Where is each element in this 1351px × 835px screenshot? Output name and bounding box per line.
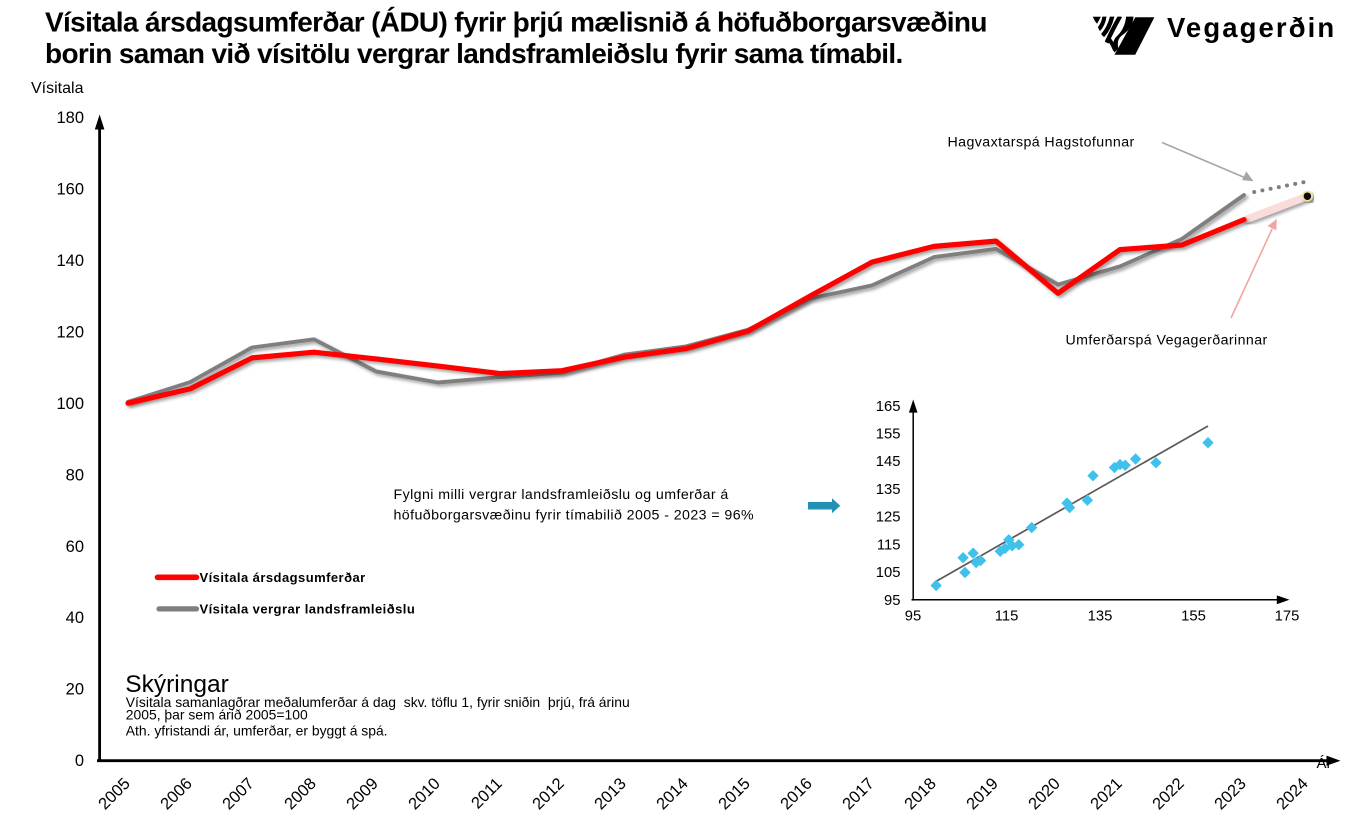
- svg-text:105: 105: [876, 565, 901, 581]
- svg-text:Vísitala ársdagsumferðar: Vísitala ársdagsumferðar: [200, 570, 366, 585]
- svg-text:120: 120: [56, 324, 84, 342]
- svg-text:160: 160: [56, 181, 84, 199]
- svg-text:155: 155: [876, 427, 901, 443]
- svg-text:Skýringar: Skýringar: [125, 671, 228, 698]
- svg-text:60: 60: [66, 538, 84, 556]
- svg-text:135: 135: [876, 482, 901, 498]
- svg-text:Ath. yfristandi ár, umferðar,: Ath. yfristandi ár, umferðar, er byggt á…: [126, 723, 388, 739]
- svg-text:Vísitala: Vísitala: [31, 80, 84, 97]
- svg-text:Vísitala ársdagsumferðar (ÁDU): Vísitala ársdagsumferðar (ÁDU) fyrir þrj…: [45, 7, 987, 38]
- svg-text:80: 80: [66, 466, 84, 484]
- svg-text:155: 155: [1181, 609, 1206, 625]
- svg-text:20: 20: [66, 681, 84, 699]
- svg-text:125: 125: [876, 510, 901, 526]
- svg-text:180: 180: [56, 109, 84, 127]
- svg-text:145: 145: [876, 454, 901, 470]
- svg-text:140: 140: [56, 252, 84, 270]
- svg-text:165: 165: [876, 399, 901, 415]
- svg-text:Hagvaxtarspá Hagstofunnar: Hagvaxtarspá Hagstofunnar: [948, 135, 1135, 151]
- svg-text:Vegagerðin: Vegagerðin: [1167, 12, 1336, 43]
- svg-text:95: 95: [905, 609, 921, 625]
- svg-text:40: 40: [66, 609, 84, 627]
- svg-text:0: 0: [75, 752, 84, 770]
- svg-text:Fylgni milli vergrar landsfram: Fylgni milli vergrar landsframleiðslu og…: [394, 487, 729, 503]
- svg-text:115: 115: [877, 537, 901, 553]
- svg-text:175: 175: [1275, 609, 1300, 625]
- svg-text:Vísitala samanlagðrar meðalumf: Vísitala samanlagðrar meðalumferðar á da…: [126, 694, 630, 710]
- svg-text:95: 95: [884, 593, 900, 609]
- svg-text:Umferðarspá Vegagerðarinnar: Umferðarspá Vegagerðarinnar: [1066, 332, 1268, 348]
- svg-text:135: 135: [1088, 609, 1113, 625]
- svg-text:115: 115: [995, 609, 1019, 625]
- svg-text:höfuðborgarsvæðinu fyrir tímab: höfuðborgarsvæðinu fyrir tímabilið 2005 …: [394, 508, 755, 524]
- svg-text:Vísitala vergrar landsframleið: Vísitala vergrar landsframleiðslu: [200, 601, 416, 616]
- svg-text:borin saman við vísitölu vergr: borin saman við vísitölu vergrar landsfr…: [45, 38, 903, 69]
- svg-text:100: 100: [56, 395, 84, 413]
- svg-text:2005, þar sem árið 2005=100: 2005, þar sem árið 2005=100: [126, 707, 308, 723]
